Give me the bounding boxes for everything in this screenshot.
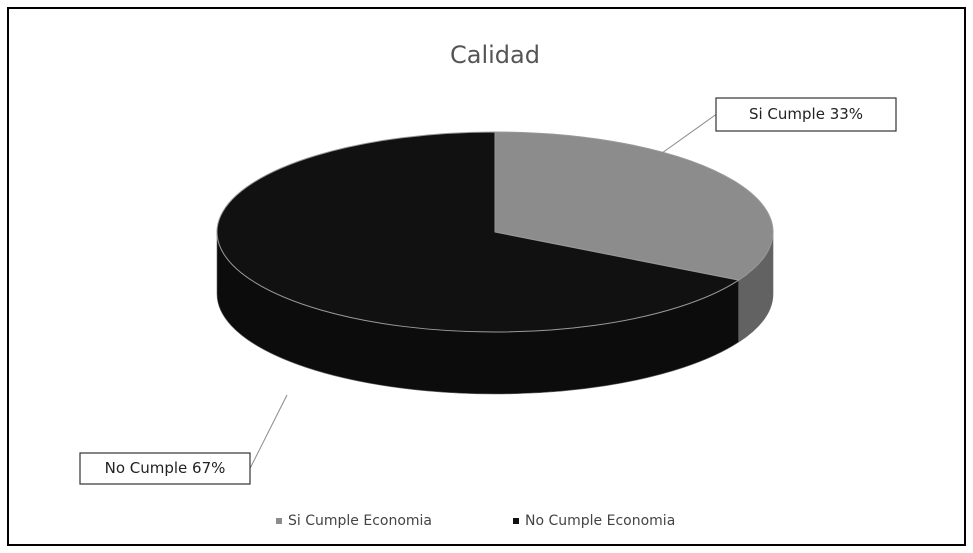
legend-swatch — [276, 518, 282, 524]
chart-title: Calidad — [450, 41, 540, 69]
legend-label: Si Cumple Economia — [288, 513, 432, 529]
slice — [216, 131, 740, 333]
slice — [494, 131, 774, 281]
legend-label: No Cumple Economia — [525, 513, 675, 529]
legend-swatch — [513, 518, 519, 524]
leader-line — [654, 114, 717, 159]
data-label: No Cumple 67% — [105, 459, 226, 477]
data-label: Si Cumple 33% — [749, 105, 863, 123]
label-box — [715, 97, 897, 132]
leader-line — [249, 394, 288, 469]
label-box — [79, 452, 251, 485]
